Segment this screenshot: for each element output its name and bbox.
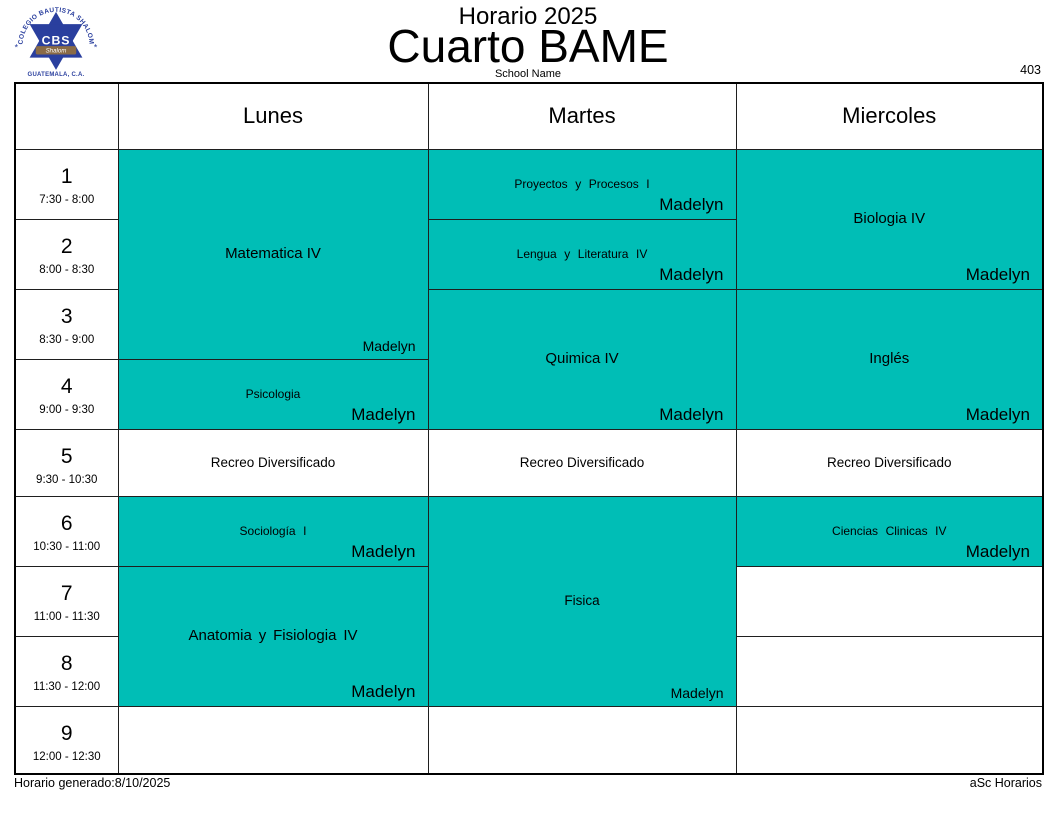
- period-time: 11:00 - 11:30: [33, 610, 100, 623]
- subject-label: Psicologia: [245, 387, 301, 401]
- cell-ciencias-clinicas: Ciencias Clinicas IV Madelyn: [735, 495, 1044, 567]
- subject-label: Lengua y Literatura IV: [516, 247, 648, 261]
- period-time: 7:30 - 8:00: [39, 193, 95, 206]
- period-number: 3: [60, 304, 73, 328]
- cell-lengua-y-literatura: Lengua y Literatura IV Madelyn: [427, 218, 737, 290]
- period-number: 2: [60, 234, 73, 258]
- logo-right-mark: *: [94, 43, 98, 53]
- period-cell-5: 5 9:30 - 10:30: [14, 428, 119, 497]
- period-cell-7: 7 11:00 - 11:30: [14, 565, 119, 637]
- period-number: 9: [60, 721, 73, 745]
- teacher-label: Madelyn: [670, 685, 724, 702]
- cell-proyectos-y-procesos: Proyectos y Procesos I Madelyn: [427, 148, 737, 220]
- day-header-lunes: Lunes: [117, 82, 429, 150]
- cell-fisica: Fisica Madelyn: [427, 495, 737, 707]
- schedule-title: Horario 2025: [458, 3, 598, 30]
- day-header-miercoles: Miercoles: [735, 82, 1044, 150]
- subject-label: Recreo Diversificado: [210, 454, 336, 470]
- empty-cell-martes-9: [427, 705, 737, 775]
- period-time: 11:30 - 12:00: [33, 680, 101, 693]
- logo-initials: CBS: [42, 33, 71, 47]
- cell-quimica-iv: Quimica IV Madelyn: [427, 288, 737, 430]
- period-cell-2: 2 8:00 - 8:30: [14, 218, 119, 290]
- subject-label: Ciencias Clinicas IV: [832, 524, 947, 538]
- cell-sociologia: Sociología I Madelyn: [117, 495, 429, 567]
- teacher-label: Madelyn: [965, 264, 1030, 284]
- cell-psicologia: Psicologia Madelyn: [117, 358, 429, 430]
- cell-biologia-iv: Biologia IV Madelyn: [735, 148, 1044, 290]
- logo-center-plate: [39, 30, 73, 48]
- subject-label: Quimica IV: [545, 350, 619, 367]
- period-number: 1: [60, 164, 73, 188]
- subject-label: Recreo Diversificado: [826, 454, 952, 470]
- period-number: 6: [60, 511, 73, 535]
- teacher-label: Madelyn: [351, 681, 416, 701]
- cell-recreo-miercoles: Recreo Diversificado: [735, 428, 1044, 497]
- period-cell-8: 8 11:30 - 12:00: [14, 635, 119, 707]
- logo-left-mark: *: [15, 43, 19, 53]
- school-name-label: School Name: [494, 68, 562, 80]
- subject-label: Inglés: [869, 350, 910, 367]
- day-header-martes: Martes: [427, 82, 737, 150]
- logo-banner: [35, 46, 77, 55]
- subject-label: Proyectos y Procesos I: [514, 177, 650, 191]
- period-time: 12:00 - 12:30: [32, 750, 101, 763]
- subject-label: Fisica: [564, 593, 600, 608]
- logo-country-text: GUATEMALA, C.A.: [28, 72, 85, 78]
- cell-anatomia-y-fisiologia: Anatomia y Fisiologia IV Madelyn: [117, 565, 429, 707]
- cell-ingles: Inglés Madelyn: [735, 288, 1044, 430]
- period-cell-9: 9 12:00 - 12:30: [14, 705, 119, 775]
- subject-label: Matematica IV: [225, 245, 321, 262]
- period-number: 7: [60, 581, 73, 605]
- period-number: 4: [60, 374, 73, 398]
- empty-cell-lunes-9: [117, 705, 429, 775]
- period-number: 5: [60, 444, 73, 468]
- subject-label: Biologia IV: [853, 210, 926, 227]
- period-time: 10:30 - 11:00: [33, 540, 101, 553]
- subject-label: Sociología I: [239, 524, 307, 538]
- teacher-label: Madelyn: [659, 194, 724, 214]
- subject-label: Recreo Diversificado: [519, 454, 645, 470]
- empty-cell-miercoles-9: [735, 705, 1044, 775]
- cell-recreo-lunes: Recreo Diversificado: [117, 428, 429, 497]
- logo-banner-text: Shalom: [46, 48, 67, 55]
- period-number: 8: [60, 651, 73, 675]
- school-logo-icon: COLEGIO BAUTISTA SHALOM CBS Shalom * * G…: [15, 7, 98, 78]
- teacher-label: Madelyn: [362, 338, 416, 355]
- period-time: 8:30 - 9:00: [39, 333, 95, 346]
- period-cell-4: 4 9:00 - 9:30: [14, 358, 119, 430]
- cell-recreo-martes: Recreo Diversificado: [427, 428, 737, 497]
- brand-label: aSc Horarios: [969, 776, 1042, 790]
- period-cell-3: 3 8:30 - 9:00: [14, 288, 119, 360]
- period-time: 9:30 - 10:30: [36, 473, 98, 486]
- page-number: 403: [1020, 63, 1041, 77]
- teacher-label: Madelyn: [965, 404, 1030, 424]
- teacher-label: Madelyn: [351, 404, 416, 424]
- period-time: 8:00 - 8:30: [39, 263, 95, 276]
- empty-cell-miercoles-7: [735, 565, 1044, 637]
- teacher-label: Madelyn: [659, 404, 724, 424]
- cell-matematica-iv: Matematica IV Madelyn: [117, 148, 429, 360]
- period-cell-1: 1 7:30 - 8:00: [14, 148, 119, 220]
- period-time: 9:00 - 9:30: [39, 403, 95, 416]
- teacher-label: Madelyn: [659, 264, 724, 284]
- empty-cell-miercoles-8: [735, 635, 1044, 707]
- timetable: Lunes Martes Miercoles 1 7:30 - 8:00 Mat…: [14, 82, 1044, 775]
- teacher-label: Madelyn: [351, 541, 416, 561]
- corner-cell: [14, 82, 119, 150]
- class-title: Cuarto BAME: [387, 20, 669, 72]
- subject-label: Anatomia y Fisiologia IV: [188, 627, 358, 644]
- teacher-label: Madelyn: [965, 541, 1030, 561]
- generated-date: Horario generado:8/10/2025: [14, 776, 171, 790]
- period-cell-6: 6 10:30 - 11:00: [14, 495, 119, 567]
